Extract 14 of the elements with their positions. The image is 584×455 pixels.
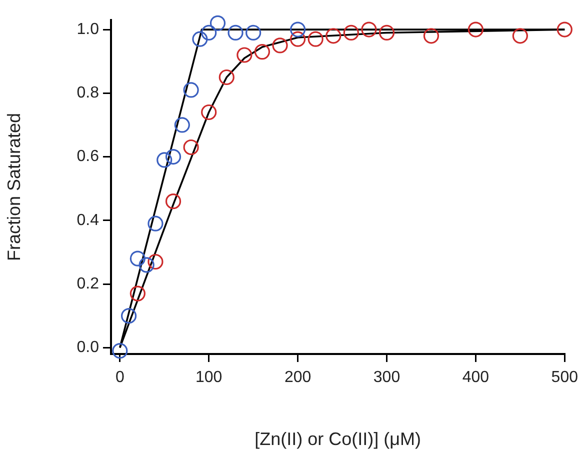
y-tick-label: 0.2	[76, 275, 100, 292]
y-tick-label: 0.8	[76, 84, 100, 102]
y-tick-label: 1.0	[76, 20, 100, 38]
x-tick-label: 500	[551, 369, 578, 386]
x-tick-label: 200	[284, 369, 312, 386]
y-tick-label: 0.0	[76, 339, 100, 356]
x-axis-title: [Zn(II) or Co(II)] (μM)	[254, 429, 422, 450]
x-tick-label: 400	[462, 369, 490, 386]
x-tick-label: 0	[115, 369, 124, 386]
x-tick-label: 300	[373, 369, 400, 386]
y-tick-label: 0.4	[76, 212, 100, 229]
x-tick-label: 100	[195, 369, 222, 386]
y-tick-label: 0.6	[76, 148, 100, 166]
y-axis-title: Fraction Saturated	[4, 112, 24, 262]
